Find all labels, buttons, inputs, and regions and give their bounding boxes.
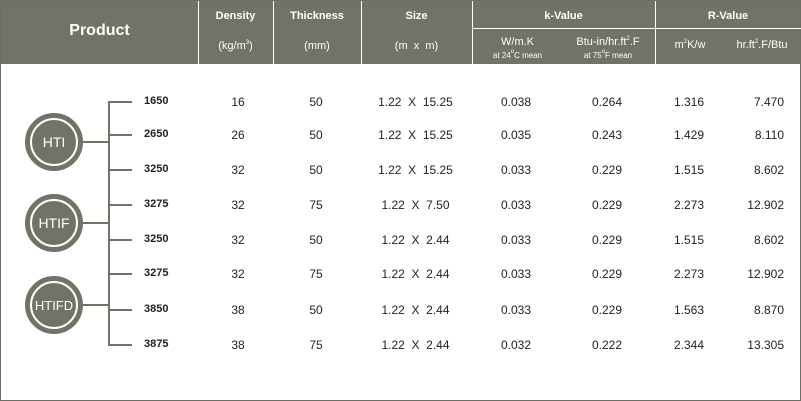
cell-product: 3250 xyxy=(144,233,169,245)
cell-k-imperial: 0.243 xyxy=(591,128,623,142)
header-k-unit-si: W/m.K xyxy=(501,36,534,48)
cell-r-imperial: 8.110 xyxy=(754,128,784,142)
cell-r-si: 1.316 xyxy=(673,95,705,109)
cell-k-imperial: 0.229 xyxy=(591,198,623,212)
cell-density: 26 xyxy=(231,128,245,142)
cell-k-si: 0.033 xyxy=(500,233,532,247)
cell-density: 16 xyxy=(231,95,245,109)
table-row: 2650 26 50 1.22 X 15.25 0.035 0.243 1.42… xyxy=(0,128,801,144)
cell-k-si: 0.038 xyxy=(500,95,532,109)
header-density-unit: (kg/m3) xyxy=(218,40,253,52)
group-badge-htifd: HTIFD xyxy=(25,276,83,334)
cell-product: 3875 xyxy=(144,338,169,350)
cell-r-si: 2.273 xyxy=(673,267,705,281)
cell-k-si: 0.035 xyxy=(500,128,532,142)
cell-r-imperial: 13.305 xyxy=(747,338,784,352)
header-product: Product xyxy=(69,22,130,39)
group-label-htif: HTIF xyxy=(30,199,78,247)
cell-thickness: 50 xyxy=(309,95,323,109)
cell-thickness: 50 xyxy=(309,163,323,177)
cell-r-si: 1.515 xyxy=(673,163,705,177)
cell-product: 3850 xyxy=(144,303,169,315)
group-label-htifd: HTIFD xyxy=(30,281,78,329)
cell-r-imperial: 12.902 xyxy=(747,198,784,212)
cell-size: 1.22 X 2.44 xyxy=(381,233,450,247)
table-row: 3875 38 75 1.22 X 2.44 0.032 0.222 2.344… xyxy=(0,338,801,354)
cell-r-imperial: 7.470 xyxy=(753,95,784,109)
group-label-hti: HTI xyxy=(30,118,78,166)
cell-density: 32 xyxy=(231,267,245,281)
cell-product: 3275 xyxy=(144,198,169,210)
cell-k-imperial: 0.264 xyxy=(591,95,623,109)
cell-k-imperial: 0.222 xyxy=(591,338,623,352)
cell-thickness: 50 xyxy=(309,303,323,317)
cell-product: 3250 xyxy=(144,163,169,175)
cell-r-imperial: 8.602 xyxy=(753,163,784,177)
table-row: 1650 16 50 1.22 X 15.25 0.038 0.264 1.31… xyxy=(0,95,801,111)
cell-size: 1.22 X 2.44 xyxy=(381,338,450,352)
cell-k-si: 0.033 xyxy=(500,198,532,212)
cell-r-si: 2.273 xyxy=(673,198,705,212)
cell-k-si: 0.033 xyxy=(500,303,532,317)
header-k-value: k-Value xyxy=(544,10,583,22)
group-badge-htif: HTIF xyxy=(25,194,83,252)
cell-thickness: 75 xyxy=(309,338,323,352)
cell-density: 38 xyxy=(231,303,245,317)
header-k-unit-imperial-note: at 75oF mean xyxy=(583,49,633,60)
cell-k-imperial: 0.229 xyxy=(591,233,623,247)
cell-r-si: 1.515 xyxy=(673,233,705,247)
cell-k-imperial: 0.229 xyxy=(591,267,623,281)
cell-density: 32 xyxy=(231,233,245,247)
cell-product: 3275 xyxy=(144,267,169,279)
cell-k-si: 0.033 xyxy=(500,163,532,177)
cell-size: 1.22 X 7.50 xyxy=(381,198,450,212)
cell-r-si: 2.344 xyxy=(673,338,705,352)
table-row: 3250 32 50 1.22 X 15.25 0.033 0.229 1.51… xyxy=(0,163,801,179)
cell-r-imperial: 8.602 xyxy=(753,233,784,247)
cell-r-imperial: 8.870 xyxy=(753,303,784,317)
header-k-unit-imperial: Btu-in/hr.ft2.F xyxy=(576,36,640,48)
cell-r-si: 1.429 xyxy=(673,128,705,142)
header-size: Size xyxy=(405,10,428,22)
header-thickness: Thickness xyxy=(290,10,344,22)
cell-product: 1650 xyxy=(144,95,169,107)
cell-k-si: 0.033 xyxy=(500,267,532,281)
header-thickness-unit: (mm) xyxy=(304,40,330,52)
header-r-value: R-Value xyxy=(707,10,749,22)
cell-r-si: 1.563 xyxy=(673,303,705,317)
cell-density: 32 xyxy=(231,163,245,177)
cell-thickness: 75 xyxy=(309,198,323,212)
header-k-unit-si-note: at 24oC mean xyxy=(492,49,543,60)
cell-product: 2650 xyxy=(144,128,169,140)
cell-r-imperial: 12.902 xyxy=(747,267,784,281)
header-size-unit: (m x m) xyxy=(394,40,439,52)
table-row: 3850 38 50 1.22 X 2.44 0.033 0.229 1.563… xyxy=(0,303,801,319)
cell-size: 1.22 X 15.25 xyxy=(378,95,453,109)
cell-thickness: 50 xyxy=(309,128,323,142)
header-r-unit-si: m2K/w xyxy=(674,39,706,51)
cell-thickness: 75 xyxy=(309,267,323,281)
cell-density: 32 xyxy=(231,198,245,212)
table-row: 3275 32 75 1.22 X 2.44 0.033 0.229 2.273… xyxy=(0,267,801,283)
cell-k-si: 0.032 xyxy=(500,338,532,352)
cell-thickness: 50 xyxy=(309,233,323,247)
cell-density: 38 xyxy=(231,338,245,352)
header-r-unit-imperial: hr.ft2.F/Btu xyxy=(736,39,788,51)
header-density: Density xyxy=(215,10,256,22)
cell-k-imperial: 0.229 xyxy=(591,303,623,317)
cell-size: 1.22 X 15.25 xyxy=(378,163,453,177)
table-row: 3250 32 50 1.22 X 2.44 0.033 0.229 1.515… xyxy=(0,233,801,249)
table-row: 3275 32 75 1.22 X 7.50 0.033 0.229 2.273… xyxy=(0,198,801,214)
cell-size: 1.22 X 2.44 xyxy=(381,303,450,317)
group-badge-hti: HTI xyxy=(25,113,83,171)
cell-size: 1.22 X 2.44 xyxy=(381,267,450,281)
cell-size: 1.22 X 15.25 xyxy=(378,128,453,142)
table-header: Product Density (kg/m3) Thickness (mm) S… xyxy=(1,1,801,64)
cell-k-imperial: 0.229 xyxy=(591,163,623,177)
